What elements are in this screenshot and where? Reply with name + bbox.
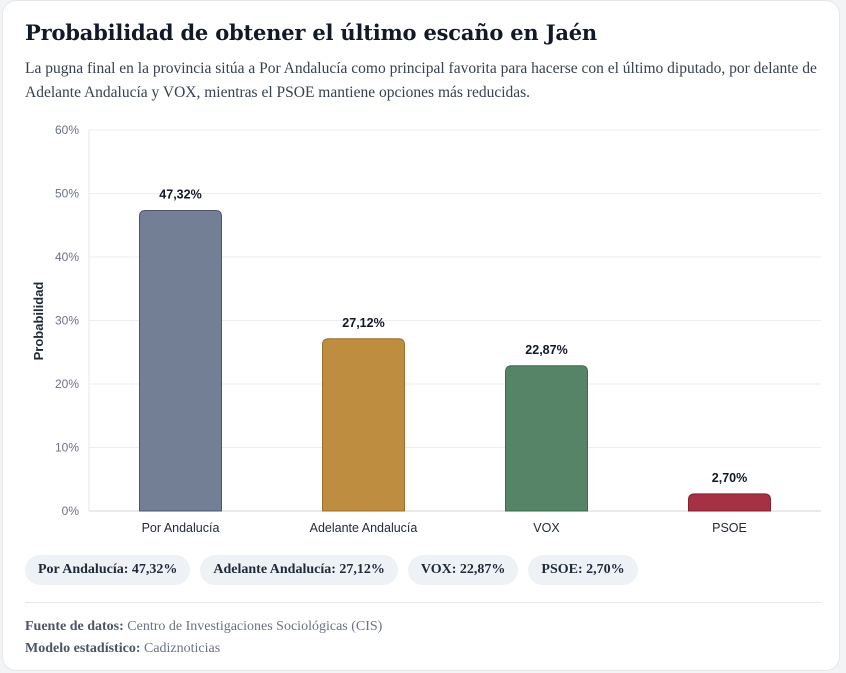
bar-psoe: [688, 493, 771, 512]
bars: 47,32% 27,12% 22,87% 2,70%: [139, 188, 771, 512]
value-label: 22,87%: [525, 343, 567, 357]
bar-adelante-andalucia: [322, 338, 405, 512]
y-tick-label: 10%: [55, 441, 79, 455]
pill-vox: VOX: 22,87%: [407, 555, 519, 585]
source-value: Centro de Investigaciones Sociológicas (…: [127, 619, 383, 634]
source-line: Fuente de datos: Centro de Investigacion…: [25, 619, 382, 635]
y-axis-ticks: 0% 10% 20% 30% 40% 50% 60%: [55, 123, 79, 518]
x-axis-labels: Por Andalucía Adelante Andalucía VOX PSOE: [142, 521, 747, 535]
footer-divider: [25, 602, 821, 603]
value-label: 27,12%: [342, 316, 384, 330]
x-tick-label: Por Andalucía: [142, 521, 220, 535]
source-label: Fuente de datos:: [25, 619, 124, 634]
value-label: 47,32%: [159, 188, 201, 202]
pill-adelante-andalucia: Adelante Andalucía: 27,12%: [200, 555, 398, 585]
bar-chart: 0% 10% 20% 30% 40% 50% 60% Probabilidad 47,32%…: [31, 123, 821, 535]
model-line: Modelo estadístico: Cadiznoticias: [25, 641, 220, 657]
x-tick-label: PSOE: [712, 521, 747, 535]
pill-por-andalucia: Por Andalucía: 47,32%: [25, 555, 191, 585]
y-tick-label: 0%: [62, 504, 80, 518]
pill-psoe: PSOE: 2,70%: [528, 555, 638, 585]
y-tick-label: 30%: [55, 314, 79, 328]
y-tick-label: 20%: [55, 377, 79, 391]
model-value: Cadiznoticias: [143, 641, 221, 656]
value-label: 2,70%: [712, 471, 747, 485]
y-axis-label: Probabilidad: [31, 282, 46, 361]
summary-pills: Por Andalucía: 47,32% Adelante Andalucía…: [25, 555, 638, 585]
y-tick-label: 40%: [55, 250, 79, 264]
x-tick-label: VOX: [533, 521, 560, 535]
model-label: Modelo estadístico:: [25, 641, 141, 656]
bar-por-andalucia: [139, 210, 222, 512]
chart-subtitle: La pugna final en la provincia sitúa a P…: [25, 60, 817, 101]
y-tick-label: 50%: [55, 187, 79, 201]
chart-title: Probabilidad de obtener el último escaño…: [25, 20, 597, 45]
bar-vox: [505, 365, 588, 512]
y-tick-label: 60%: [55, 123, 79, 137]
x-tick-label: Adelante Andalucía: [310, 521, 418, 535]
